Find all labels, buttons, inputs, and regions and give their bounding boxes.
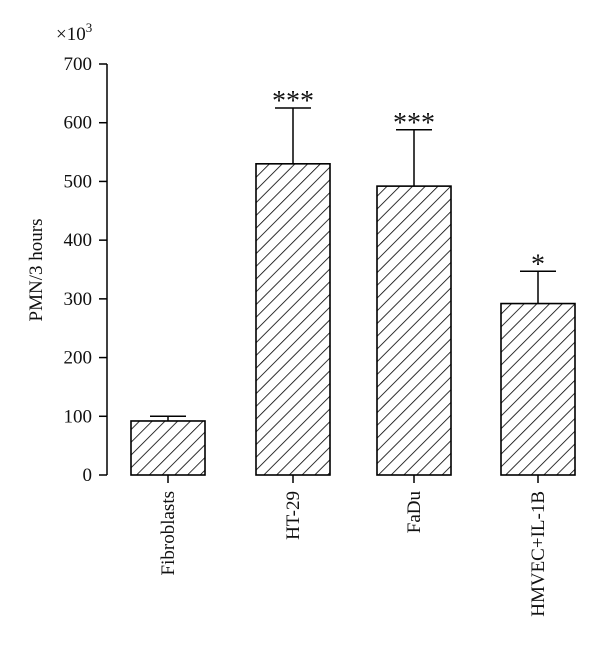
y-tick-label: 0: [83, 465, 93, 486]
category-label: HT-29: [283, 491, 304, 540]
y-multiplier-base: ×10: [56, 24, 86, 45]
category-label: Fibroblasts: [158, 491, 179, 575]
y-axis-title: PMN/3 hours: [26, 219, 47, 322]
bar: [500, 302, 576, 476]
category-label: FaDu: [404, 491, 425, 534]
significance-label: ***: [393, 108, 435, 139]
bar: [130, 420, 206, 476]
y-tick-label: 200: [64, 348, 93, 369]
y-tick-label: 500: [64, 171, 93, 192]
y-tick-label: 700: [64, 54, 93, 75]
significance-label: *: [531, 249, 545, 280]
significance-label: ***: [272, 86, 314, 117]
y-multiplier-exponent: 3: [86, 20, 93, 35]
bar: [376, 185, 452, 476]
x-axis: Fibroblasts HT-29 FaDu HMVEC+IL-1B: [158, 475, 549, 617]
y-tick-label: 100: [64, 406, 93, 427]
bar: [255, 163, 331, 476]
bars: *******: [130, 86, 576, 476]
y-tick-label: 300: [64, 289, 93, 310]
y-axis: 0 100 200 300 400 500 600 700: [64, 54, 108, 486]
category-label: HMVEC+IL-1B: [528, 491, 549, 617]
y-tick-label: 600: [64, 113, 93, 134]
y-axis-multiplier: ×103: [56, 20, 92, 45]
y-tick-label: 400: [64, 230, 93, 251]
